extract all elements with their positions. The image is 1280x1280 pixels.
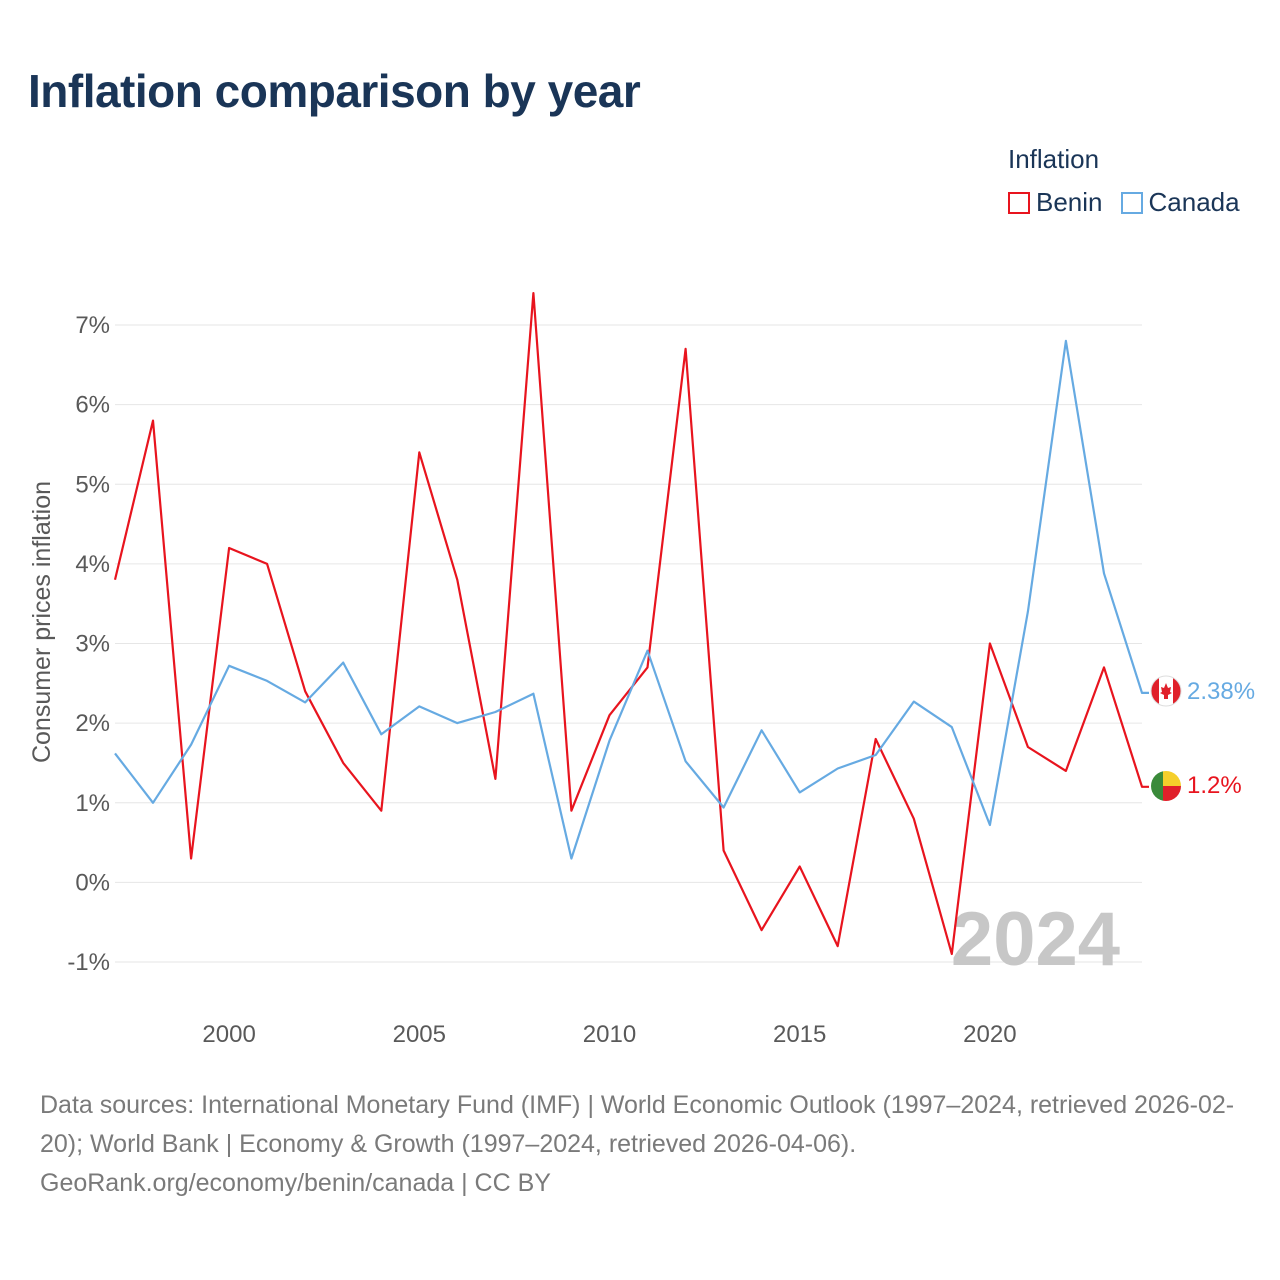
legend-label-canada: Canada [1148, 187, 1240, 217]
y-tick-label: -1% [67, 949, 110, 976]
legend-label-benin: Benin [1036, 187, 1103, 217]
y-tick-label: 4% [75, 551, 110, 578]
end-label-canada: 2.38% [1187, 678, 1255, 705]
year-watermark: 2024 [951, 897, 1120, 982]
x-tick-label: 2005 [393, 1021, 446, 1048]
x-tick-label: 2000 [202, 1021, 255, 1048]
legend-item-canada[interactable]: Canada [1120, 187, 1240, 218]
grid-lines [115, 324, 1142, 963]
x-tick-label: 2010 [583, 1021, 636, 1048]
x-tick-label: 2020 [963, 1021, 1016, 1048]
legend: Inflation Benin Canada [1008, 144, 1240, 218]
y-tick-label: 2% [75, 710, 110, 737]
y-tick-label: 6% [75, 392, 110, 419]
y-tick-label: 7% [75, 312, 110, 339]
series-lines [113, 292, 1149, 956]
legend-title: Inflation [1008, 144, 1100, 174]
legend-swatch-benin [1008, 191, 1030, 214]
legend-item-benin[interactable]: Benin [1008, 187, 1103, 218]
end-label-benin: 1.2% [1187, 772, 1242, 799]
y-tick-label: 0% [75, 869, 110, 896]
y-tick-label: 3% [75, 631, 110, 658]
x-axis-ticks: 2000 2005 2010 2015 2020 [202, 1021, 1016, 1048]
line-chart: -1% 0% 1% 2% 3% 4% 5% 6% 7% 2000 2005 2010 2015 2020… [28, 292, 1255, 1048]
data-sources: Data sources: International Monetary Fun… [40, 1091, 1235, 1158]
y-axis-ticks: -1% 0% 1% 2% 3% 4% 5% 6% 7% [67, 312, 110, 976]
credit-link[interactable]: GeoRank.org/economy/benin/canada | CC BY [40, 1169, 551, 1197]
canada-flag-icon [1150, 675, 1182, 707]
legend-swatch-canada [1120, 191, 1143, 214]
y-axis-label: Consumer prices inflation [28, 481, 56, 763]
chart-title: Inflation comparison by year [28, 65, 641, 117]
benin-flag-icon [1151, 771, 1181, 801]
x-tick-label: 2015 [773, 1021, 826, 1048]
y-tick-label: 5% [75, 471, 110, 498]
footer: Data sources: International Monetary Fun… [40, 1086, 1250, 1203]
series-line-canada[interactable] [114, 339, 1149, 860]
y-tick-label: 1% [75, 790, 110, 817]
series-line-benin[interactable] [113, 292, 1149, 956]
